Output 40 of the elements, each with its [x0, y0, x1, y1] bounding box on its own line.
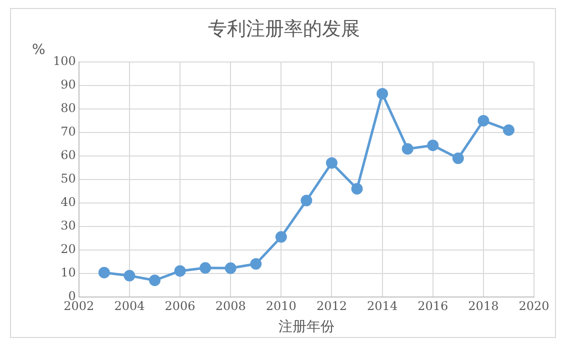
chart-title: 专利注册率的发展: [207, 17, 361, 42]
point: [427, 140, 439, 152]
point: [452, 152, 464, 164]
y-axis-title: %: [32, 42, 46, 58]
point: [250, 258, 262, 270]
y-tick-label: 20: [60, 242, 76, 256]
y-tick-label: 80: [60, 101, 76, 116]
point: [149, 274, 161, 286]
x-tick-label: 2020: [518, 299, 550, 314]
y-tick-label: 40: [60, 195, 76, 210]
y-tick-label: 90: [60, 78, 76, 92]
y-tick-label: 10: [60, 265, 76, 280]
y-tick-label: 70: [60, 124, 76, 139]
point: [502, 124, 514, 136]
x-tick-label: 2004: [114, 299, 146, 314]
point: [402, 143, 414, 155]
x-tick-label: 2018: [468, 299, 499, 314]
point: [275, 231, 287, 243]
point: [224, 262, 236, 274]
y-tick-label: 100: [53, 54, 76, 68]
y-tick-label: 50: [60, 172, 76, 186]
x-tick-label: 2010: [266, 299, 296, 314]
point: [98, 266, 110, 278]
point: [174, 265, 186, 277]
point: [478, 114, 490, 126]
y-tick-label: 60: [60, 148, 76, 162]
x-tick-label: 2016: [418, 299, 448, 314]
point: [300, 194, 312, 206]
x-axis-title: 注册年份: [278, 319, 334, 336]
x-tick-label: 2008: [215, 299, 246, 314]
point: [351, 183, 363, 195]
point: [200, 262, 212, 274]
x-tick-label: 2002: [64, 299, 94, 314]
x-tick-label: 2006: [164, 299, 196, 314]
y-tick-label: 30: [60, 218, 76, 232]
x-tick-label: 2014: [367, 299, 398, 314]
point: [124, 270, 136, 282]
point: [326, 157, 338, 169]
x-tick-label: 2012: [316, 299, 348, 314]
point: [376, 88, 388, 100]
